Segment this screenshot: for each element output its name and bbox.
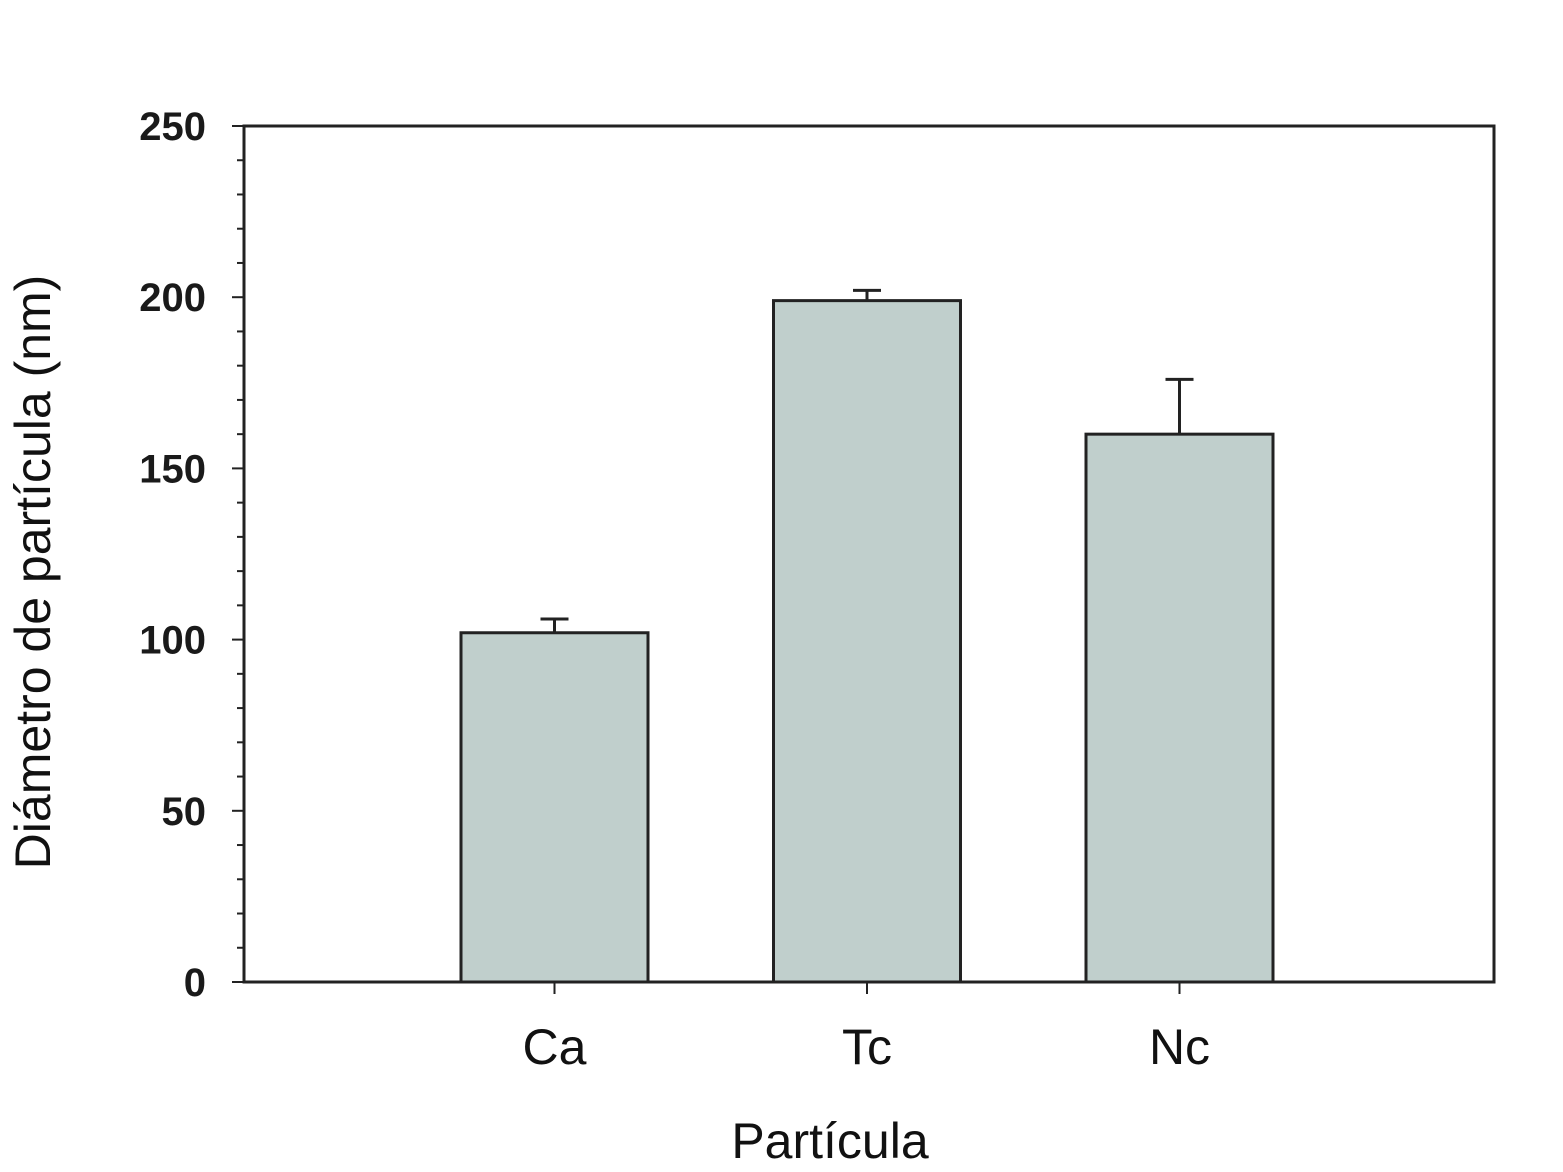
x-tick-label: Nc <box>1149 1019 1210 1075</box>
x-tick-label: Tc <box>842 1019 892 1075</box>
x-axis-title: Partícula <box>731 1113 929 1169</box>
y-tick-label: 150 <box>139 447 206 491</box>
bars <box>459 288 1275 984</box>
x-tick-label: Ca <box>523 1019 587 1075</box>
bar-nc <box>1084 432 1275 984</box>
y-tick-label: 50 <box>162 790 207 834</box>
y-axis-ticks: 0 50 100 150 200 250 <box>139 105 244 1005</box>
y-tick-label: 200 <box>139 276 206 320</box>
y-tick-label: 250 <box>139 105 206 149</box>
x-axis-ticks: Ca Tc Nc <box>523 982 1210 1075</box>
y-axis-title: Diámetro de partícula (nm) <box>5 275 61 870</box>
y-tick-label: 0 <box>184 961 206 1005</box>
y-tick-label: 100 <box>139 619 206 663</box>
bar-tc <box>772 299 962 984</box>
bar-ca <box>459 631 650 984</box>
